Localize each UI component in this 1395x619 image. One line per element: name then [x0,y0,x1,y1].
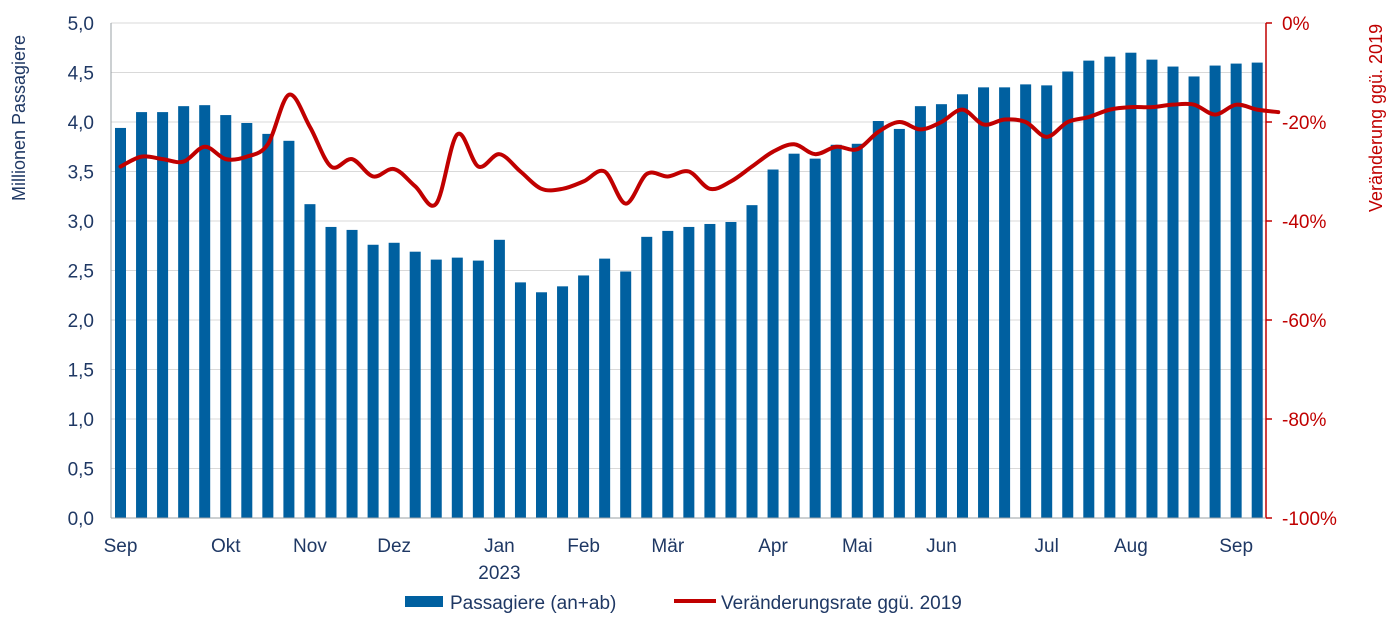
bar [262,133,274,518]
bar [472,260,484,518]
y-tick-label-left: 4,5 [68,64,94,85]
bar [620,271,632,518]
bar [935,104,947,519]
y-axis-right-ticks: -100% -80% -60% -40% -20% 0% [1266,14,1337,530]
x-axis-ticks: Sep Okt Nov Dez Jan Feb Mär Apr Mai Jun Jul Aug Sep 2… [104,536,1253,584]
y-tick-label-left: 0,5 [68,460,94,481]
x-tick-label: Jan [484,536,515,557]
y-tick-label-left: 4,0 [68,113,94,134]
bar [957,94,968,518]
bar [767,169,779,518]
y-tick-label-left: 2,0 [68,311,94,332]
bar [851,143,863,518]
bar [1041,85,1053,519]
x-tick-label: Mai [842,536,873,557]
bar [788,153,800,518]
bar [641,236,653,518]
legend-label-line: Veränderungsrate ggü. 2019 [721,593,962,614]
bar [914,106,926,518]
bar [493,239,505,518]
y-tick-label-left: 5,0 [68,14,94,35]
bar [388,242,400,518]
bar [599,258,611,518]
y-tick-label-left: 1,0 [68,410,94,431]
bar [1188,76,1200,519]
bar [557,286,569,518]
y-tick-label-left: 2,5 [68,262,94,283]
bar [1062,71,1074,518]
bar [430,259,442,518]
x-tick-label: Dez [377,536,411,557]
y-axis-left-ticks: 0,0 0,5 1,0 1,5 2,0 2,5 3,0 3,5 4,0 4,5 5,0 [68,14,94,530]
bar [1251,62,1263,518]
x-tick-label: Jun [926,536,957,557]
x-tick-label: Feb [567,536,600,557]
bar [725,221,737,519]
bar [1125,52,1137,518]
bar [157,112,169,518]
bar [136,112,148,518]
bar [999,87,1011,518]
bar [1209,65,1221,518]
bar [241,122,253,519]
bar [893,128,905,518]
bar [704,223,716,518]
bar [346,229,358,518]
y-tick-label-left: 3,5 [68,163,94,184]
bar [578,275,590,518]
y-axis-left-title: Millionen Passagiere [9,35,29,201]
bar [1020,84,1032,518]
bar [409,251,421,518]
y-tick-label-right: -60% [1282,311,1326,332]
x-tick-label: Sep [1219,536,1253,557]
bar [199,105,211,519]
y-tick-label-right: -20% [1282,113,1326,134]
line-series [118,92,1281,208]
bar [1146,59,1158,518]
bar [304,204,316,519]
bar [1230,63,1242,519]
x-tick-label: Sep [104,536,138,557]
x-tick-label: Jul [1035,536,1059,557]
x-year-label: 2023 [478,563,520,584]
legend-swatch-bars [405,596,443,607]
bar [1104,56,1116,518]
legend: Passagiere (an+ab) Veränderungsrate ggü.… [405,593,962,614]
y-tick-label-left: 1,5 [68,361,94,382]
bar [367,244,379,518]
legend-label-bars: Passagiere (an+ab) [450,593,616,614]
y-tick-label-right: -100% [1282,509,1337,530]
bar [1167,66,1179,518]
bar [872,121,884,518]
y-tick-label-left: 3,0 [68,212,94,233]
bar [978,87,990,518]
y-tick-label-left: 0,0 [68,509,94,530]
y-tick-label-right: -40% [1282,212,1326,233]
x-tick-label: Apr [758,536,788,557]
bar [746,205,758,518]
bar [451,257,463,518]
bar [115,127,126,518]
x-tick-label: Okt [211,536,241,557]
bar [1083,60,1095,519]
bar-series [115,52,1263,519]
bar [514,282,526,518]
bar [536,292,547,518]
bar [220,115,232,518]
bar [683,226,695,518]
bar [662,230,674,518]
y-tick-label-right: 0% [1282,14,1310,35]
bar [283,140,295,518]
x-tick-label: Aug [1114,536,1148,557]
bar [178,106,190,518]
bar [325,226,337,518]
y-tick-label-right: -80% [1282,410,1326,431]
bar [809,158,821,518]
x-tick-label: Mär [651,536,684,557]
x-tick-label: Nov [293,536,327,557]
y-axis-right-title: Veränderung ggü. 2019 [1366,24,1386,212]
bar [830,144,842,518]
